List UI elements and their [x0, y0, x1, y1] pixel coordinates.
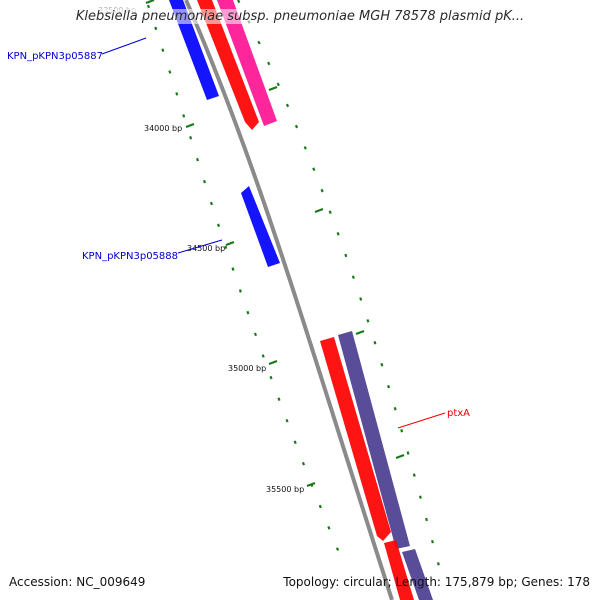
forward-red-feature-1[interactable]	[197, 0, 259, 130]
forward-pink-feature-1[interactable]	[217, 0, 277, 126]
gene-label-kpn-05887[interactable]: KPN_pKPN3p05887	[7, 51, 103, 62]
tick-mark-35000	[268, 359, 278, 366]
tick-mark-34500	[225, 240, 235, 247]
forward-blue-feature-2[interactable]	[241, 186, 280, 267]
leader-line-kpn-05888	[177, 239, 223, 254]
outer-tick-mark-3	[355, 329, 365, 336]
tick-label-35500: 35500 bp	[266, 485, 304, 494]
accession-label: Accession: NC_009649	[9, 575, 146, 589]
topology-summary: Topology: circular; Length: 175,879 bp; …	[283, 575, 590, 589]
tick-mark-35500	[306, 481, 316, 488]
tick-mark-33500	[145, 0, 155, 5]
outer-tick-mark-2	[314, 207, 324, 214]
leader-line-kpn-05887	[101, 37, 147, 55]
tick-label-34000: 34000 bp	[144, 124, 182, 133]
gene-label-kpn-05888[interactable]: KPN_pKPN3p05888	[82, 251, 178, 262]
ptxA-purple-feature[interactable]	[338, 331, 410, 549]
ptxA-red-feature[interactable]	[320, 337, 391, 541]
sequence-backbone	[184, 0, 394, 600]
lower-red-feature[interactable]	[384, 540, 414, 600]
lower-purple-feature[interactable]	[402, 549, 433, 600]
forward-blue-feature-1[interactable]	[169, 0, 219, 100]
outer-tick-mark-1	[268, 85, 278, 92]
tick-label-35000: 35000 bp	[228, 364, 266, 373]
tick-mark-34000	[185, 122, 195, 129]
leader-line-ptxa	[397, 412, 446, 429]
tick-label-34500: 34500 bp	[187, 244, 225, 253]
gene-label-ptxa[interactable]: ptxA	[447, 408, 470, 419]
map-title: Klebsiella pneumoniae subsp. pneumoniae …	[0, 9, 600, 24]
outer-tick-mark-4	[395, 453, 405, 460]
